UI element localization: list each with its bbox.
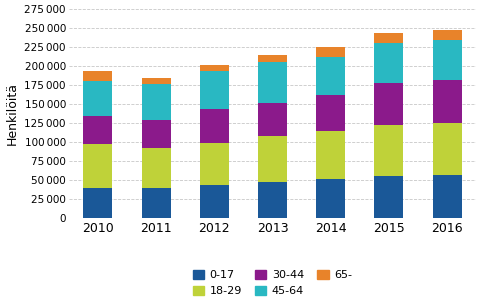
Bar [141,120,171,148]
Bar [83,81,112,115]
Bar [258,136,287,182]
Bar [433,80,462,123]
Bar [316,179,345,218]
Bar [200,72,229,109]
Bar [200,185,229,218]
Bar [141,148,171,188]
Legend: 0-17, 18-29, 30-44, 45-64, 65-: 0-17, 18-29, 30-44, 45-64, 65- [189,265,356,301]
Bar [83,145,112,188]
Bar [258,103,287,136]
Bar [200,65,229,72]
Bar [141,84,171,120]
Bar [200,109,229,143]
Bar [83,115,112,145]
Bar [316,47,345,57]
Bar [374,43,404,83]
Bar [141,188,171,218]
Bar [200,143,229,185]
Y-axis label: Henkilöitä: Henkilöitä [6,82,19,145]
Bar [374,83,404,125]
Bar [83,188,112,218]
Bar [374,176,404,218]
Bar [316,95,345,131]
Bar [433,30,462,39]
Bar [141,78,171,84]
Bar [374,125,404,176]
Bar [83,72,112,81]
Bar [433,39,462,80]
Bar [433,123,462,175]
Bar [258,62,287,103]
Bar [316,57,345,95]
Bar [374,33,404,43]
Bar [258,55,287,62]
Bar [433,175,462,218]
Bar [316,131,345,179]
Bar [258,182,287,218]
